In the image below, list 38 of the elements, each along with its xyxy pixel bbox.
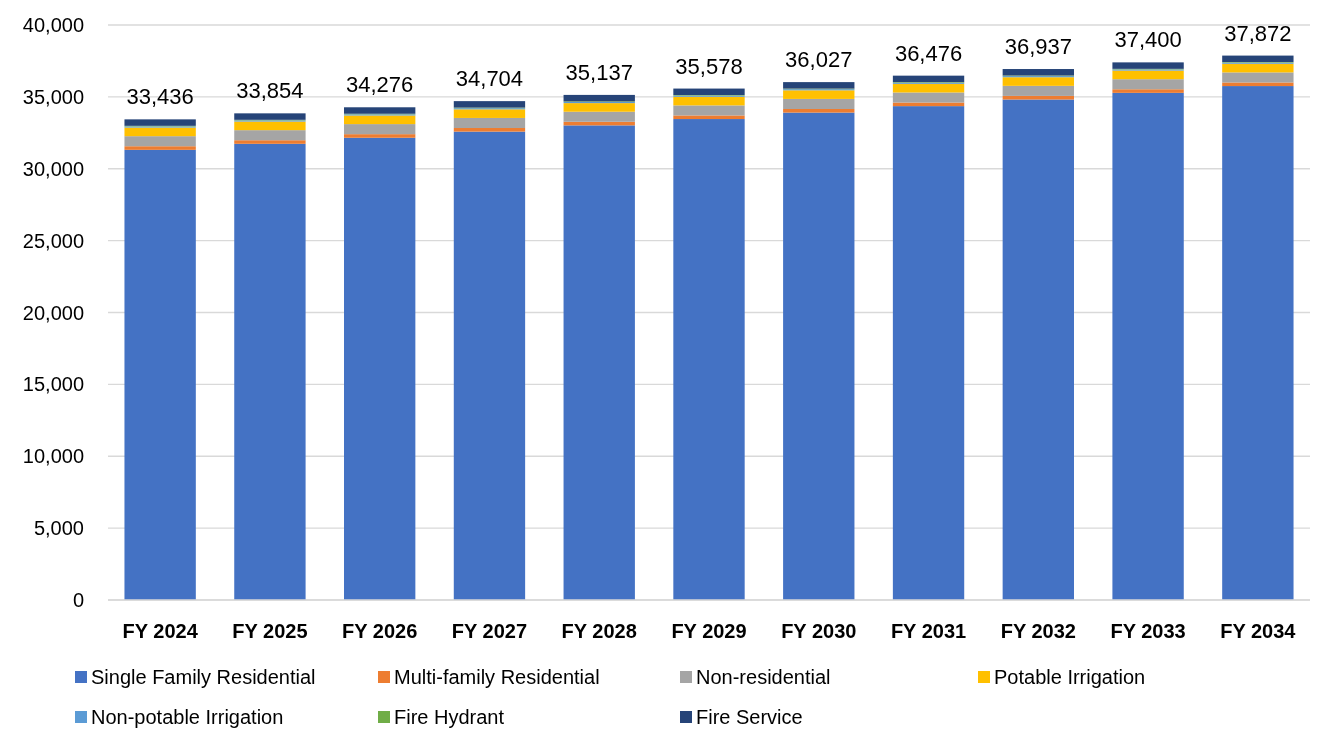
x-tick-label: FY 2031: [890, 620, 967, 642]
legend-label: Fire Hydrant: [394, 706, 505, 728]
legend-label: Non-potable Irrigation: [91, 706, 284, 728]
y-tick-label: 35,000: [22, 85, 84, 108]
total-label: 33,854: [236, 78, 304, 104]
x-tick-label: FY 2026: [342, 620, 418, 642]
x-tick-label: FY 2024: [122, 620, 199, 642]
y-tick-label: 20,000: [22, 301, 84, 324]
total-label: 35,578: [675, 53, 743, 79]
x-tick-label: FY 2029: [671, 620, 747, 642]
x-tick-label: FY 2034: [1220, 620, 1297, 642]
y-tick-label: 25,000: [22, 229, 84, 252]
total-label: 36,937: [1004, 34, 1072, 60]
x-tick-label: FY 2027: [451, 620, 528, 642]
legend-label: Single Family Residential: [91, 666, 316, 688]
y-tick-label: 0: [72, 589, 84, 611]
total-label: 36,476: [894, 40, 963, 66]
legend-label: Non-residential: [696, 666, 831, 688]
x-tick-label: FY 2025: [232, 620, 308, 642]
total-label: 34,276: [346, 72, 414, 98]
total-label: 34,704: [455, 66, 524, 92]
x-tick-label: FY 2030: [781, 620, 857, 642]
legend-label: Multi-family Residential: [394, 666, 600, 688]
x-tick-label: FY 2028: [561, 620, 637, 642]
total-label: 35,137: [565, 59, 633, 85]
x-tick-label: FY 2032: [1000, 620, 1076, 642]
y-tick-label: 5,000: [33, 517, 84, 540]
legend-label: Fire Service: [696, 706, 803, 728]
y-tick-label: 10,000: [22, 445, 84, 468]
total-label: 33,436: [126, 84, 194, 110]
x-tick-label: FY 2033: [1110, 620, 1186, 642]
total-label: 36,027: [785, 47, 853, 73]
y-tick-label: 15,000: [22, 373, 84, 396]
total-label: 37,400: [1114, 27, 1182, 53]
y-tick-label: 40,000: [22, 14, 84, 36]
total-label: 37,872: [1224, 20, 1292, 46]
legend-label: Potable Irrigation: [994, 666, 1146, 688]
y-tick-label: 30,000: [22, 157, 84, 180]
